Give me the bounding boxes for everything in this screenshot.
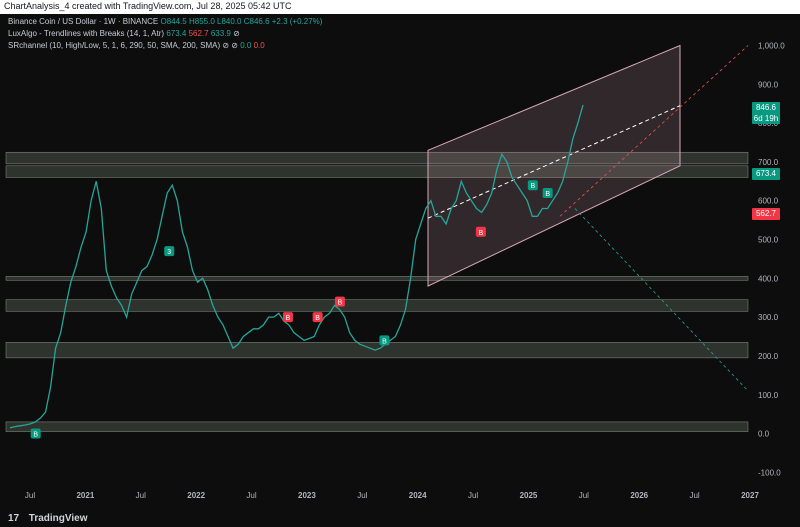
break-marker xyxy=(312,312,323,323)
y-tick-label: 100.0 xyxy=(758,391,779,400)
x-tick-label: Jul xyxy=(689,491,699,500)
break-marker xyxy=(334,296,345,307)
x-tick-label: Jul xyxy=(579,491,589,500)
legend-close: C846.6 xyxy=(243,17,270,26)
x-tick-label: Jul xyxy=(468,491,478,500)
trendline-upper-badge: 673.4 xyxy=(752,168,780,180)
legend-change: +2.3 (+0.27%) xyxy=(271,17,323,26)
break-marker-label: B xyxy=(479,230,484,237)
x-tick-label: 2026 xyxy=(630,491,648,500)
header-title: ChartAnalysis_4 created with TradingView… xyxy=(4,1,292,11)
x-tick-label: Jul xyxy=(246,491,256,500)
break-marker-label: B xyxy=(530,183,535,190)
break-marker-label: B xyxy=(315,315,320,322)
break-marker xyxy=(164,246,175,257)
x-tick-label: Jul xyxy=(25,491,35,500)
break-marker-label: B xyxy=(545,191,550,198)
legend-srchannel-line: SRchannel (10, High/Low, 5, 1, 6, 290, 5… xyxy=(8,41,265,50)
trendline-projection-up xyxy=(559,45,749,217)
y-tick-label: 200.0 xyxy=(758,352,779,361)
x-tick-label: 2027 xyxy=(741,491,759,500)
break-marker-label: B xyxy=(382,338,387,345)
current-price-value: 846.6 xyxy=(755,103,777,112)
price-chart[interactable]: 1,000.0900.0800.0700.0600.0500.0400.0300… xyxy=(0,14,800,509)
price-series-line xyxy=(9,104,584,429)
legend-luxalgo-v3: 633.9 xyxy=(210,29,231,38)
legend-open: O844.5 xyxy=(160,17,187,26)
break-marker xyxy=(542,187,553,198)
x-tick-label: Jul xyxy=(136,491,146,500)
legend-low: L840.0 xyxy=(217,17,242,26)
y-tick-label: 0.0 xyxy=(758,430,770,439)
regression-channel xyxy=(427,44,681,287)
legend-luxalgo-v2: 562.7 xyxy=(188,29,209,38)
header-bar: ChartAnalysis_4 created with TradingView… xyxy=(0,0,800,14)
bar-countdown: 6d 19h xyxy=(753,114,779,123)
legend-luxalgo-name: LuxAlgo - Trendlines with Breaks (14, 1,… xyxy=(8,29,165,38)
y-tick-label: 500.0 xyxy=(758,236,779,245)
x-tick-label: 2024 xyxy=(409,491,427,500)
legend-high: H855.0 xyxy=(188,17,215,26)
break-marker xyxy=(527,180,538,191)
break-marker-label: B xyxy=(286,315,291,322)
trendline-upper-value: 673.4 xyxy=(755,169,777,178)
sr-zone-4 xyxy=(5,342,749,359)
y-tick-label: 700.0 xyxy=(758,158,779,167)
break-marker-label: 3 xyxy=(167,249,171,256)
tradingview-brand: 17 TradingView xyxy=(8,513,88,524)
sr-zone-2 xyxy=(5,276,749,281)
trendline-lower-value: 562.7 xyxy=(755,209,777,218)
legend-srchannel-name: SRchannel (10, High/Low, 5, 1, 6, 290, 5… xyxy=(8,41,221,50)
y-tick-label: 600.0 xyxy=(758,197,779,206)
x-tick-label: Jul xyxy=(357,491,367,500)
sr-zone-3 xyxy=(5,299,749,312)
x-tick-label: 2025 xyxy=(520,491,538,500)
y-tick-label: -100.0 xyxy=(758,468,781,477)
sr-zone-0 xyxy=(5,165,749,178)
x-tick-label: 2022 xyxy=(187,491,205,500)
break-marker xyxy=(282,312,293,323)
legend-luxalgo-hide-icon[interactable]: ⊘ xyxy=(233,29,240,38)
y-tick-label: 900.0 xyxy=(758,80,779,89)
break-marker xyxy=(379,335,390,346)
trendline-lower-badge: 562.7 xyxy=(752,208,780,220)
legend-symbol-name: Binance Coin / US Dollar · 1W · BINANCE xyxy=(8,17,159,26)
legend-srchannel-v1: 0.0 xyxy=(240,41,252,50)
legend-luxalgo-v1: 673.4 xyxy=(166,29,187,38)
legend-symbol-line: Binance Coin / US Dollar · 1W · BINANCE … xyxy=(8,17,322,26)
break-marker-label: B xyxy=(338,300,343,307)
y-tick-label: 400.0 xyxy=(758,274,779,283)
sr-zone-1 xyxy=(5,151,749,165)
current-price-badge: 846.6 6d 19h xyxy=(752,102,780,124)
x-tick-label: 2023 xyxy=(298,491,316,500)
tradingview-logo-icon: 17 xyxy=(8,513,20,524)
brand-name: TradingView xyxy=(28,513,88,524)
break-marker-label: B xyxy=(33,432,38,439)
legend-srchannel-hide-icon[interactable]: ⊘ ⊘ xyxy=(222,41,238,50)
x-tick-label: 2021 xyxy=(76,491,94,500)
break-marker xyxy=(475,226,486,237)
legend-luxalgo-line: LuxAlgo - Trendlines with Breaks (14, 1,… xyxy=(8,29,240,38)
break-marker xyxy=(30,428,41,439)
y-tick-label: 1,000.0 xyxy=(758,42,785,51)
y-tick-label: 300.0 xyxy=(758,313,779,322)
sr-zone-5 xyxy=(5,421,749,432)
legend-srchannel-v2: 0.0 xyxy=(253,41,265,50)
